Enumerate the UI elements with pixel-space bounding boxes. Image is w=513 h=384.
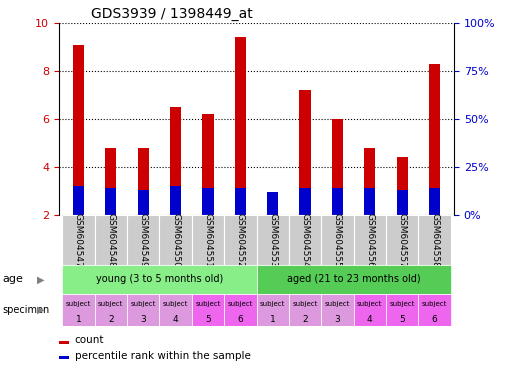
Text: GSM604554: GSM604554 <box>301 213 309 267</box>
Text: GSM604548: GSM604548 <box>106 213 115 267</box>
Text: subject: subject <box>292 301 318 307</box>
Bar <box>386 215 419 265</box>
Bar <box>300 188 311 215</box>
Text: GDS3939 / 1398449_at: GDS3939 / 1398449_at <box>91 7 252 21</box>
Text: GSM604558: GSM604558 <box>430 213 439 267</box>
Text: GSM604552: GSM604552 <box>236 213 245 267</box>
Bar <box>62 294 94 326</box>
Text: 6: 6 <box>238 315 243 324</box>
Text: subject: subject <box>325 301 350 307</box>
Text: 4: 4 <box>173 315 179 324</box>
Text: ▶: ▶ <box>37 274 45 285</box>
Text: GSM604547: GSM604547 <box>74 213 83 267</box>
Bar <box>73 186 84 215</box>
Text: aged (21 to 23 months old): aged (21 to 23 months old) <box>287 274 421 285</box>
Text: 1: 1 <box>75 315 81 324</box>
Bar <box>419 215 451 265</box>
Text: 3: 3 <box>140 315 146 324</box>
Text: 4: 4 <box>367 315 372 324</box>
Bar <box>192 215 224 265</box>
Bar <box>170 186 181 215</box>
Bar <box>160 294 192 326</box>
Bar <box>137 190 149 215</box>
Text: subject: subject <box>260 301 285 307</box>
Bar <box>321 294 353 326</box>
Bar <box>170 107 181 215</box>
Bar <box>202 188 213 215</box>
Text: 2: 2 <box>108 315 113 324</box>
Text: GSM604549: GSM604549 <box>139 213 148 267</box>
Text: subject: subject <box>422 301 447 307</box>
Bar <box>364 188 376 215</box>
Bar <box>429 188 440 215</box>
Text: ▶: ▶ <box>37 305 45 315</box>
Bar <box>59 356 69 359</box>
Bar <box>256 265 451 294</box>
Text: 5: 5 <box>399 315 405 324</box>
Text: GSM604551: GSM604551 <box>204 213 212 267</box>
Text: subject: subject <box>357 301 383 307</box>
Text: 1: 1 <box>270 315 275 324</box>
Bar <box>94 294 127 326</box>
Bar <box>332 188 343 215</box>
Bar <box>160 215 192 265</box>
Bar <box>321 215 353 265</box>
Bar <box>137 148 149 215</box>
Bar <box>397 157 408 215</box>
Text: subject: subject <box>389 301 415 307</box>
Bar <box>397 190 408 215</box>
Text: GSM604550: GSM604550 <box>171 213 180 267</box>
Bar <box>267 192 279 215</box>
Text: subject: subject <box>163 301 188 307</box>
Text: count: count <box>75 335 104 346</box>
Bar <box>419 294 451 326</box>
Bar <box>62 215 94 265</box>
Text: 5: 5 <box>205 315 211 324</box>
Bar <box>202 114 213 215</box>
Text: 2: 2 <box>302 315 308 324</box>
Bar <box>289 294 321 326</box>
Text: age: age <box>3 274 24 285</box>
Text: percentile rank within the sample: percentile rank within the sample <box>75 351 251 361</box>
Bar <box>256 294 289 326</box>
Bar <box>386 294 419 326</box>
Bar <box>127 294 160 326</box>
Bar <box>59 341 69 344</box>
Bar <box>300 90 311 215</box>
Bar <box>256 215 289 265</box>
Text: subject: subject <box>195 301 221 307</box>
Bar <box>353 215 386 265</box>
Text: young (3 to 5 months old): young (3 to 5 months old) <box>96 274 223 285</box>
Text: 6: 6 <box>432 315 438 324</box>
Text: subject: subject <box>66 301 91 307</box>
Bar <box>105 148 116 215</box>
Bar <box>234 38 246 215</box>
Text: subject: subject <box>228 301 253 307</box>
Bar <box>353 294 386 326</box>
Text: GSM604556: GSM604556 <box>365 213 374 267</box>
Text: specimen: specimen <box>3 305 50 315</box>
Bar <box>224 294 256 326</box>
Bar <box>289 215 321 265</box>
Bar <box>267 210 279 215</box>
Bar <box>192 294 224 326</box>
Bar <box>73 45 84 215</box>
Bar <box>429 64 440 215</box>
Text: subject: subject <box>130 301 156 307</box>
Text: GSM604553: GSM604553 <box>268 213 277 267</box>
Bar <box>234 188 246 215</box>
Bar <box>364 148 376 215</box>
Bar <box>105 188 116 215</box>
Text: subject: subject <box>98 301 124 307</box>
Text: GSM604557: GSM604557 <box>398 213 407 267</box>
Bar <box>127 215 160 265</box>
Bar <box>224 215 256 265</box>
Bar <box>94 215 127 265</box>
Text: GSM604555: GSM604555 <box>333 213 342 267</box>
Bar <box>62 265 256 294</box>
Text: 3: 3 <box>334 315 340 324</box>
Bar <box>332 119 343 215</box>
